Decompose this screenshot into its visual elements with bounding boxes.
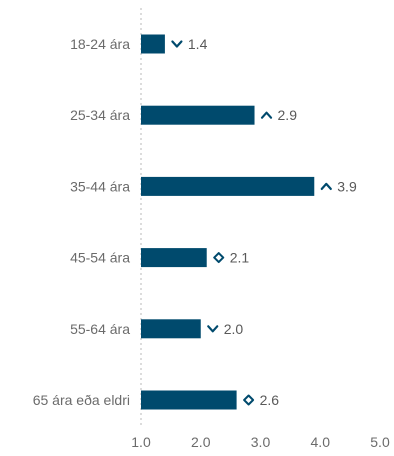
category-label: 45-54 ára bbox=[70, 250, 130, 266]
value-labels: 1.4 2.9 3.9 2.1 2.0 2.6 bbox=[188, 36, 357, 408]
bar bbox=[141, 105, 255, 125]
value-label: 2.1 bbox=[230, 250, 250, 266]
category-label: 25-34 ára bbox=[70, 107, 130, 123]
diamond-icon bbox=[213, 252, 225, 264]
bar bbox=[141, 34, 165, 54]
x-tick-label: 5.0 bbox=[370, 434, 390, 450]
chevron-up-icon bbox=[260, 111, 273, 119]
category-labels: 18-24 ára 25-34 ára 35-44 ára 45-54 ára 55-6… bbox=[33, 36, 131, 408]
bar bbox=[141, 390, 237, 410]
value-label: 2.9 bbox=[278, 107, 298, 123]
value-label: 1.4 bbox=[188, 36, 208, 52]
category-label: 55-64 ára bbox=[70, 321, 130, 337]
value-label: 3.9 bbox=[337, 178, 357, 194]
value-label: 2.0 bbox=[224, 321, 244, 337]
x-tick-label: 1.0 bbox=[131, 434, 151, 450]
value-label: 2.6 bbox=[260, 392, 280, 408]
category-label: 35-44 ára bbox=[70, 178, 130, 194]
x-axis-ticks: 1.0 2.0 3.0 4.0 5.0 bbox=[131, 434, 390, 450]
diamond-icon bbox=[243, 394, 255, 406]
chevron-down-icon bbox=[171, 40, 183, 48]
trend-icons bbox=[171, 40, 332, 406]
bar bbox=[141, 319, 201, 339]
chevron-down-icon bbox=[207, 325, 219, 333]
x-tick-label: 3.0 bbox=[251, 434, 271, 450]
bar bbox=[141, 176, 315, 196]
category-label: 18-24 ára bbox=[70, 36, 130, 52]
bars-layer bbox=[141, 34, 315, 410]
bar bbox=[141, 248, 207, 268]
category-label: 65 ára eða eldri bbox=[33, 392, 130, 408]
x-tick-label: 4.0 bbox=[311, 434, 331, 450]
chevron-up-icon bbox=[320, 182, 332, 190]
x-tick-label: 2.0 bbox=[191, 434, 211, 450]
